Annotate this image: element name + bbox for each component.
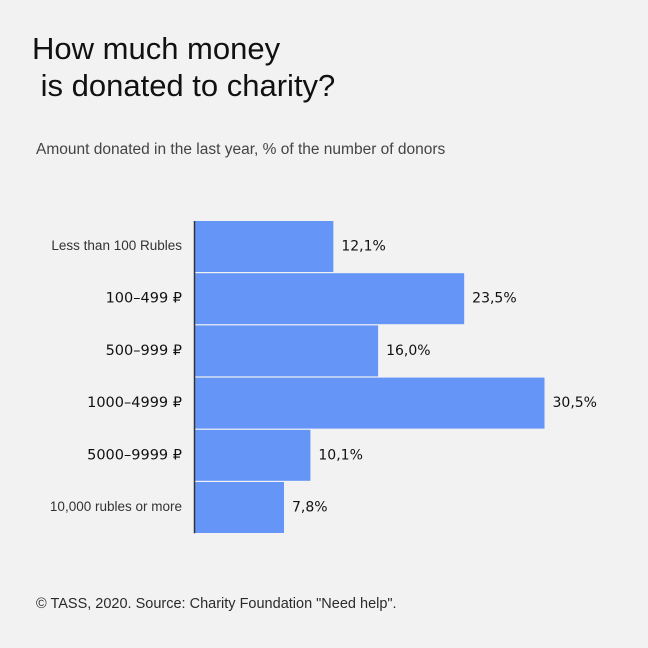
category-label: 500–999 ₽ xyxy=(106,343,182,359)
category-label: Less than 100 Rubles xyxy=(51,238,182,253)
bar xyxy=(194,273,465,325)
bar xyxy=(194,221,334,272)
category-label: 5000–9999 ₽ xyxy=(87,447,182,463)
bar xyxy=(194,377,545,429)
chart-title-line-1: How much money xyxy=(32,31,281,66)
bar xyxy=(194,482,285,533)
source-footer: © TASS, 2020. Source: Charity Foundation… xyxy=(36,596,397,612)
category-label: 100–499 ₽ xyxy=(106,291,182,307)
value-label: 12,1% xyxy=(341,239,385,255)
value-label: 16,0% xyxy=(386,343,430,359)
value-label: 7,8% xyxy=(292,500,328,516)
value-label: 23,5% xyxy=(472,291,516,307)
category-label: 1000–4999 ₽ xyxy=(87,395,182,411)
bar xyxy=(194,325,379,377)
chart-title-line-2: is donated to charity? xyxy=(32,68,336,103)
bar xyxy=(194,429,311,481)
value-label: 30,5% xyxy=(553,395,597,411)
chart-subtitle: Amount donated in the last year, % of th… xyxy=(36,141,446,158)
category-label: 10,000 rubles or more xyxy=(50,499,182,514)
chart-title: How much money is donated to charity? xyxy=(32,30,592,104)
value-label: 10,1% xyxy=(318,447,362,463)
